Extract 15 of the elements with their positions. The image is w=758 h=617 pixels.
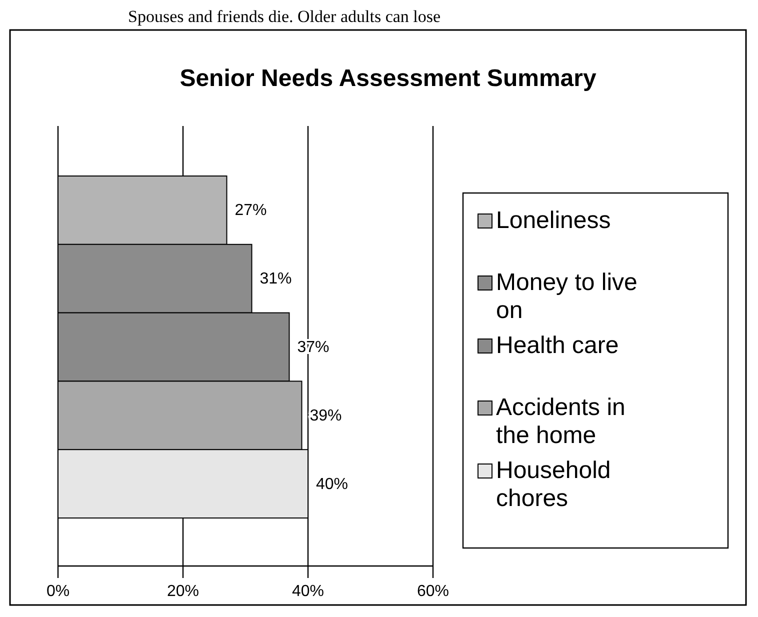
x-tick-label: 0%	[46, 583, 70, 600]
x-tick-label: 20%	[166, 583, 200, 600]
text: 31%	[260, 270, 292, 288]
x-tick-label: 60%	[416, 583, 450, 600]
legend-label: Money to live on	[496, 269, 638, 324]
text: 27%	[234, 202, 267, 220]
legend-label: Accidents in the home	[496, 394, 626, 449]
legend-label: Health care	[496, 332, 619, 359]
legend-label: Loneliness	[496, 207, 611, 234]
text: 40%	[316, 476, 348, 493]
chart-title: Senior Needs Assessment Summary	[180, 65, 597, 92]
text: 39%	[310, 407, 342, 424]
x-tick-label: 40%	[292, 583, 324, 600]
text: Spouses and friends die. Older adults can lose	[128, 7, 441, 26]
legend-label: Household chores	[496, 457, 611, 512]
